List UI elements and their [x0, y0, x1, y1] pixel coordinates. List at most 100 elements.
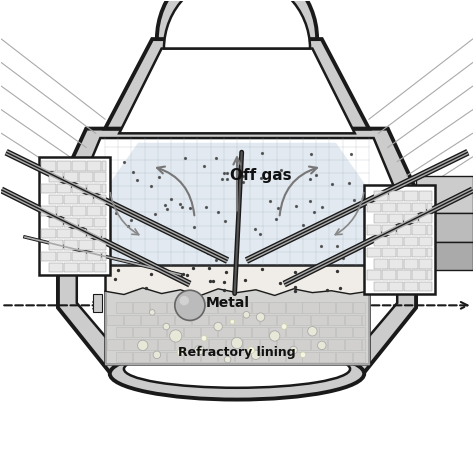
- Bar: [94, 240, 107, 250]
- Bar: [404, 282, 418, 291]
- Bar: [319, 327, 336, 337]
- Wedge shape: [157, 0, 317, 39]
- Bar: [41, 161, 55, 171]
- Bar: [102, 252, 107, 261]
- Bar: [389, 237, 403, 246]
- Bar: [345, 339, 361, 350]
- Bar: [419, 214, 432, 223]
- Bar: [404, 259, 418, 269]
- Bar: [354, 327, 365, 337]
- Circle shape: [186, 313, 194, 321]
- Circle shape: [149, 310, 155, 315]
- Bar: [345, 315, 361, 325]
- Circle shape: [195, 346, 204, 355]
- Bar: [389, 282, 403, 291]
- Bar: [374, 282, 388, 291]
- Bar: [79, 218, 93, 227]
- Bar: [201, 302, 217, 313]
- Bar: [94, 263, 107, 273]
- Bar: [175, 315, 191, 325]
- Circle shape: [308, 327, 317, 336]
- Circle shape: [300, 352, 306, 357]
- Bar: [39, 157, 110, 275]
- Polygon shape: [77, 138, 397, 364]
- Circle shape: [214, 322, 222, 331]
- Bar: [269, 327, 284, 337]
- Circle shape: [170, 330, 182, 342]
- Bar: [41, 252, 55, 261]
- Bar: [419, 282, 432, 291]
- Bar: [243, 315, 259, 325]
- Bar: [404, 191, 418, 201]
- Bar: [167, 302, 183, 313]
- Bar: [124, 315, 140, 325]
- Bar: [133, 352, 149, 362]
- Bar: [226, 315, 242, 325]
- Bar: [427, 248, 432, 257]
- Bar: [285, 352, 301, 362]
- Bar: [404, 214, 418, 223]
- Polygon shape: [105, 143, 369, 265]
- Bar: [260, 315, 276, 325]
- Bar: [397, 225, 411, 235]
- Bar: [382, 271, 396, 280]
- Bar: [133, 327, 149, 337]
- Bar: [285, 327, 301, 337]
- Bar: [328, 315, 344, 325]
- Polygon shape: [105, 265, 369, 364]
- Bar: [79, 173, 93, 182]
- Bar: [302, 302, 319, 313]
- Circle shape: [175, 290, 205, 320]
- Bar: [235, 352, 251, 362]
- Circle shape: [243, 311, 250, 318]
- Bar: [72, 229, 86, 238]
- Text: EOF: EOF: [214, 13, 260, 33]
- Bar: [382, 248, 396, 257]
- Text: Refractory lining: Refractory lining: [178, 346, 296, 359]
- Bar: [366, 225, 381, 235]
- Bar: [404, 237, 418, 246]
- Bar: [141, 339, 157, 350]
- Bar: [41, 229, 55, 238]
- Bar: [419, 191, 432, 201]
- Bar: [209, 315, 225, 325]
- Bar: [235, 327, 251, 337]
- Bar: [218, 352, 234, 362]
- Circle shape: [270, 331, 280, 341]
- Bar: [72, 206, 86, 216]
- Bar: [64, 173, 78, 182]
- Bar: [79, 195, 93, 204]
- Bar: [252, 327, 268, 337]
- Bar: [252, 302, 268, 313]
- Bar: [294, 339, 310, 350]
- Circle shape: [153, 351, 161, 358]
- Bar: [362, 339, 365, 350]
- Polygon shape: [105, 39, 369, 128]
- Bar: [116, 352, 132, 362]
- Bar: [416, 176, 473, 213]
- Bar: [48, 173, 63, 182]
- Bar: [419, 237, 432, 246]
- Circle shape: [231, 337, 243, 349]
- Bar: [389, 259, 403, 269]
- Bar: [56, 252, 71, 261]
- Bar: [94, 218, 107, 227]
- Bar: [337, 327, 353, 337]
- Bar: [374, 191, 388, 201]
- Circle shape: [137, 340, 148, 351]
- Bar: [56, 229, 71, 238]
- Wedge shape: [164, 0, 310, 48]
- Bar: [260, 339, 276, 350]
- Bar: [56, 206, 71, 216]
- Bar: [184, 327, 200, 337]
- Bar: [87, 184, 101, 193]
- Bar: [64, 240, 78, 250]
- Bar: [397, 202, 411, 212]
- Bar: [150, 352, 166, 362]
- Bar: [102, 184, 107, 193]
- Bar: [319, 302, 336, 313]
- Bar: [87, 161, 101, 171]
- Bar: [93, 293, 102, 312]
- Bar: [337, 302, 353, 313]
- Bar: [150, 327, 166, 337]
